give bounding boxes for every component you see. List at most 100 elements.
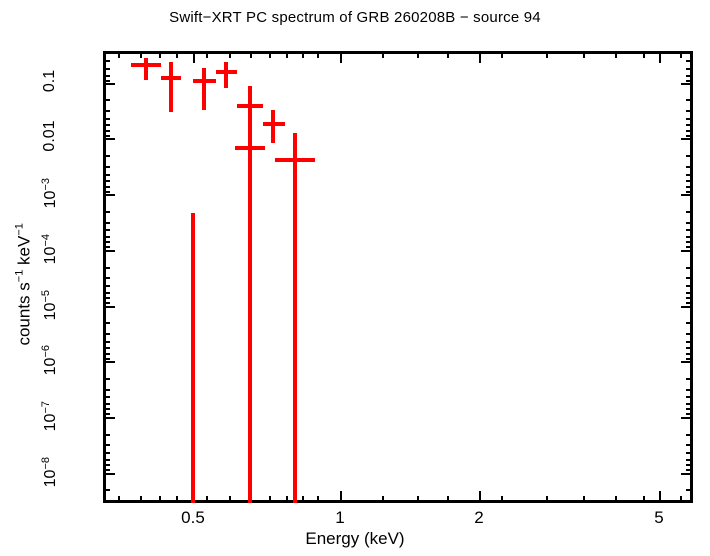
- y-axis-tick-label: 10−8: [40, 432, 60, 512]
- y-axis-minor-tick-right: [686, 489, 693, 491]
- y-axis-minor-tick-right: [686, 396, 693, 398]
- x-axis-minor-tick-top: [680, 51, 682, 58]
- x-axis-minor-tick-top: [302, 51, 304, 58]
- y-tick-exponent: −8: [39, 456, 52, 470]
- y-axis-minor-tick-right: [686, 302, 693, 304]
- x-axis-minor-tick-top: [501, 51, 503, 58]
- y-axis-major-tick: [103, 306, 115, 308]
- y-axis-minor-tick: [103, 389, 110, 391]
- x-axis-major-tick: [659, 491, 661, 503]
- y-axis-minor-tick-right: [686, 333, 693, 335]
- y-axis-major-tick-right: [681, 417, 693, 419]
- plot-frame: [103, 51, 693, 503]
- x-axis-minor-tick-top: [269, 51, 271, 58]
- y-tick-exponent: −7: [39, 400, 52, 414]
- x-axis-minor-tick: [643, 496, 645, 503]
- y-axis-minor-tick-right: [686, 180, 693, 182]
- y-tick-exponent: −6: [39, 344, 52, 358]
- y-axis-minor-tick-right: [686, 118, 693, 120]
- y-axis-minor-tick: [103, 191, 110, 193]
- y-axis-minor-tick-right: [686, 135, 693, 137]
- y-axis-major-tick: [103, 194, 115, 196]
- y-axis-minor-tick: [103, 118, 110, 120]
- y-axis-minor-tick: [103, 267, 110, 269]
- y-axis-minor-tick: [103, 80, 110, 82]
- y-axis-minor-tick-right: [686, 341, 693, 343]
- y-axis-title: counts s−1 keV−1: [14, 119, 35, 449]
- y-axis-major-tick-right: [681, 250, 693, 252]
- y-axis-minor-tick: [103, 408, 110, 410]
- y-axis-major-tick-right: [681, 306, 693, 308]
- x-axis-minor-tick: [501, 496, 503, 503]
- y-axis-minor-tick: [103, 444, 110, 446]
- y-axis-minor-tick-right: [686, 464, 693, 466]
- y-axis-major-tick: [103, 250, 115, 252]
- x-axis-minor-tick-top: [286, 51, 288, 58]
- y-axis-minor-tick: [103, 135, 110, 137]
- x-axis-minor-tick: [447, 496, 449, 503]
- x-axis-minor-tick-top: [229, 51, 231, 58]
- y-axis-minor-tick: [103, 341, 110, 343]
- y-axis-minor-tick-right: [686, 222, 693, 224]
- x-axis-minor-tick: [583, 496, 585, 503]
- x-axis-minor-tick-top: [250, 51, 252, 58]
- y-axis-minor-tick: [103, 353, 110, 355]
- y-axis-minor-tick: [103, 378, 110, 380]
- y-axis-minor-tick-right: [686, 322, 693, 324]
- y-axis-minor-tick: [103, 166, 110, 168]
- y-axis-minor-tick-right: [686, 358, 693, 360]
- y-axis-minor-tick-right: [686, 80, 693, 82]
- y-axis-minor-tick-right: [686, 469, 693, 471]
- y-tick-exponent: −4: [39, 233, 52, 247]
- x-axis-minor-tick-top: [447, 51, 449, 58]
- y-tick-mantissa: 10: [42, 413, 60, 432]
- y-tick-exponent: −3: [39, 177, 52, 191]
- y-axis-minor-tick-right: [686, 413, 693, 415]
- y-axis-minor-tick: [103, 322, 110, 324]
- y-axis-minor-tick-right: [686, 99, 693, 101]
- y-axis-minor-tick-right: [686, 297, 693, 299]
- y-axis-minor-tick-right: [686, 155, 693, 157]
- x-axis-title: Energy (keV): [305, 529, 405, 548]
- y-axis-minor-tick: [103, 155, 110, 157]
- figure-title: Swift−XRT PC spectrum of GRB 260208B − s…: [169, 9, 541, 26]
- y-axis-minor-tick: [103, 500, 110, 502]
- y-axis-minor-tick-right: [686, 130, 693, 132]
- y-axis-minor-tick-right: [686, 211, 693, 213]
- y-axis-title-sup2: −1: [13, 223, 26, 236]
- x-axis-tick-label: 5: [654, 508, 664, 527]
- y-axis-minor-tick: [103, 452, 110, 454]
- y-axis-minor-tick-right: [686, 434, 693, 436]
- x-axis-major-tick-top: [479, 51, 481, 63]
- y-axis-minor-tick: [103, 124, 110, 126]
- x-axis-minor-tick-top: [615, 51, 617, 58]
- x-axis-minor-tick: [206, 496, 208, 503]
- y-tick-mantissa: 10: [42, 246, 60, 265]
- y-axis-minor-tick-right: [686, 124, 693, 126]
- x-axis-major-tick-top: [340, 51, 342, 63]
- y-axis-minor-tick: [103, 489, 110, 491]
- y-axis-minor-tick: [103, 236, 110, 238]
- y-tick-mantissa: 10: [42, 357, 60, 376]
- y-axis-minor-tick-right: [686, 267, 693, 269]
- y-axis-major-tick-right: [681, 361, 693, 363]
- x-axis-major-tick-top: [193, 51, 195, 63]
- y-axis-minor-tick-right: [686, 60, 693, 62]
- y-axis-minor-tick-right: [686, 292, 693, 294]
- x-axis-minor-tick: [250, 496, 252, 503]
- y-tick-mantissa: 10: [42, 302, 60, 321]
- y-axis-title-mid: keV: [14, 235, 34, 270]
- y-axis-minor-tick: [103, 130, 110, 132]
- y-axis-minor-tick: [103, 229, 110, 231]
- y-axis-title-sup1: −1: [13, 269, 26, 283]
- x-axis-minor-tick: [176, 496, 178, 503]
- y-axis-minor-tick-right: [686, 68, 693, 70]
- y-axis-major-tick-right: [681, 83, 693, 85]
- y-axis-minor-tick-right: [686, 277, 693, 279]
- y-axis-minor-tick: [103, 60, 110, 62]
- y-axis-minor-tick: [103, 358, 110, 360]
- y-axis-minor-tick: [103, 347, 110, 349]
- x-axis-major-tick-top: [659, 51, 661, 63]
- x-axis-major-tick: [479, 491, 481, 503]
